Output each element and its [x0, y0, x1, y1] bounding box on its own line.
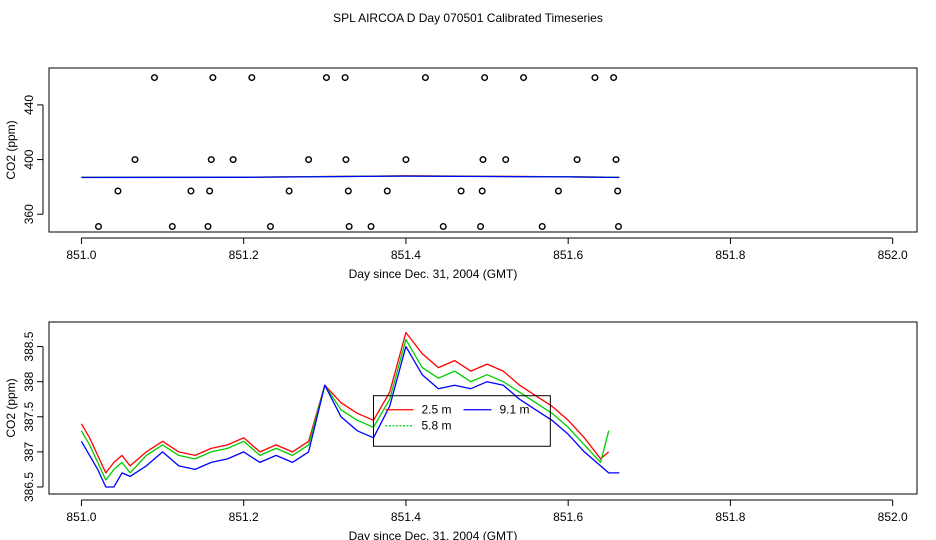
series-line-5-8-m-m — [80, 338, 610, 481]
calibration-point — [457, 187, 465, 195]
y-tick-label: 388 — [22, 371, 36, 391]
calibration-point — [520, 74, 528, 82]
x-tick-label: 851.4 — [391, 510, 421, 524]
calibration-point — [383, 187, 391, 195]
legend-box — [372, 395, 551, 447]
calibration-point — [421, 74, 429, 82]
y-axis-label: CO2 (ppm) — [4, 378, 18, 437]
calibration-point — [402, 156, 410, 164]
calibration-point — [591, 74, 599, 82]
calibration-point — [573, 156, 581, 164]
calibration-point — [94, 223, 102, 231]
calibration-point — [168, 223, 176, 231]
calibration-point — [614, 223, 622, 231]
y-tick-label: 360 — [22, 204, 36, 224]
legend-label: 9.1 m — [499, 403, 529, 417]
calibration-point — [538, 223, 546, 231]
x-axis-label: Day since Dec. 31, 2004 (GMT) — [349, 529, 518, 540]
calibration-point — [150, 74, 158, 82]
x-tick-label: 851.4 — [391, 248, 421, 262]
x-axis-label: Day since Dec. 31, 2004 (GMT) — [349, 267, 518, 281]
calibration-point — [610, 74, 618, 82]
calibration-point — [114, 187, 122, 195]
y-tick-label: 386.5 — [22, 472, 36, 502]
series-line-9-1-m-m — [80, 345, 620, 488]
top-panel: 851.0 851.2 851.4 851.6 851.8 852.0 Day since … — [4, 67, 918, 281]
calibration-point — [206, 187, 214, 195]
calibration-point — [478, 187, 486, 195]
figure-title: SPL AIRCOA D Day 070501 Calibrated Times… — [333, 11, 603, 25]
calibration-point — [554, 187, 562, 195]
y-tick-label: 400 — [22, 149, 36, 169]
calibration-point — [342, 156, 350, 164]
calibration-point — [439, 223, 447, 231]
calibration-point — [344, 187, 352, 195]
x-tick-label: 851.2 — [229, 510, 259, 524]
x-tick-label: 851.6 — [553, 510, 583, 524]
x-tick-label: 851.0 — [66, 510, 96, 524]
plot-frame — [48, 321, 918, 495]
legend-label: 5.8 m — [421, 419, 451, 433]
calibration-point — [209, 74, 217, 82]
calibration-point — [285, 187, 293, 195]
x-tick-label: 851.2 — [229, 248, 259, 262]
calibration-point — [131, 156, 139, 164]
calibration-point — [481, 74, 489, 82]
x-tick-label: 851.8 — [715, 248, 745, 262]
legend-label: 2.5 m — [421, 403, 451, 417]
calibration-point — [502, 156, 510, 164]
x-tick-label: 851.0 — [66, 248, 96, 262]
calibration-point — [229, 156, 237, 164]
calibration-point — [248, 74, 256, 82]
x-tick-label: 852.0 — [878, 248, 908, 262]
calibration-point — [204, 223, 212, 231]
y-tick-label: 387.5 — [22, 401, 36, 431]
calibration-point — [345, 223, 353, 231]
calibration-point — [322, 74, 330, 82]
x-tick-label: 851.6 — [553, 248, 583, 262]
x-tick-label: 852.0 — [878, 510, 908, 524]
y-tick-label: 387 — [22, 442, 36, 462]
calibration-point — [207, 156, 215, 164]
calibration-point — [614, 187, 622, 195]
calibration-point — [367, 223, 375, 231]
calibration-point — [477, 223, 485, 231]
plot-frame — [48, 67, 918, 233]
calibration-point — [187, 187, 195, 195]
calibration-point — [479, 156, 487, 164]
calibration-point — [341, 74, 349, 82]
x-tick-label: 851.8 — [715, 510, 745, 524]
y-axis-label: CO2 (ppm) — [4, 120, 18, 179]
bottom-panel: 851.0 851.2 851.4 851.6 851.8 852.0 Day since … — [4, 321, 918, 540]
y-tick-label: 440 — [22, 95, 36, 115]
series-line-2-5-m-m — [80, 331, 610, 474]
y-tick-label: 388.5 — [22, 331, 36, 361]
calibration-point — [612, 156, 620, 164]
series-line-9-1-m-m — [81, 175, 620, 179]
calibration-point — [305, 156, 313, 164]
calibration-point — [266, 223, 274, 231]
